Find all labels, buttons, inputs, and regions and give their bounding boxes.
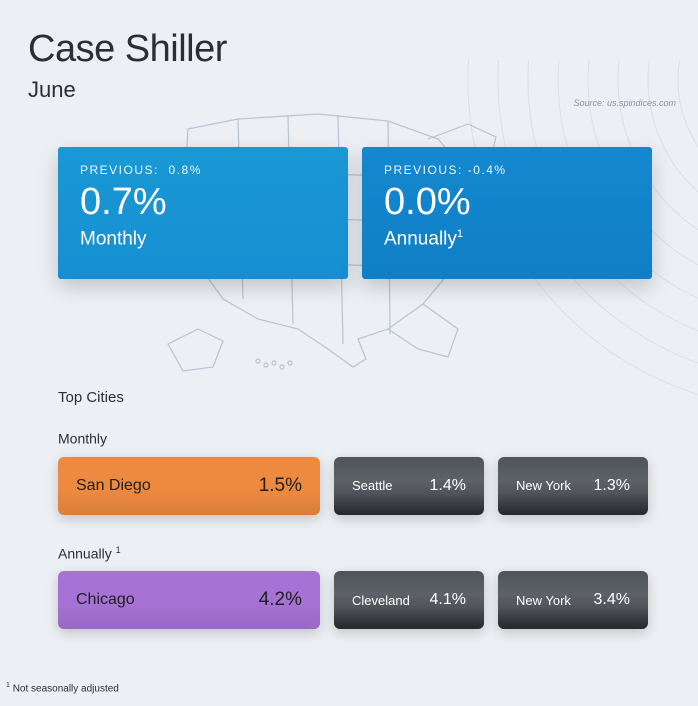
city-card-lead: Chicago 4.2% bbox=[58, 571, 320, 629]
city-value: 1.5% bbox=[259, 475, 302, 497]
city-name: Cleveland bbox=[352, 593, 410, 608]
city-value: 4.2% bbox=[259, 589, 302, 611]
city-card: Cleveland 4.1% bbox=[334, 571, 484, 629]
city-card: New York 1.3% bbox=[498, 457, 648, 515]
city-value: 1.4% bbox=[430, 477, 466, 495]
hero-previous-label: PREVIOUS: -0.4% bbox=[384, 163, 630, 177]
city-name: New York bbox=[516, 478, 571, 493]
city-name: New York bbox=[516, 593, 571, 608]
row-label-monthly: Monthly bbox=[58, 430, 668, 447]
hero-value: 0.7% bbox=[80, 181, 326, 224]
footnote: 1 Not seasonally adjusted bbox=[6, 682, 119, 694]
city-row-annually: Chicago 4.2% Cleveland 4.1% New York 3.4… bbox=[58, 571, 668, 629]
hero-label: Monthly bbox=[80, 228, 326, 250]
source-label: Source: us.spindices.com bbox=[573, 98, 676, 108]
city-value: 4.1% bbox=[430, 591, 466, 609]
hero-card-annually: PREVIOUS: -0.4% 0.0% Annually1 bbox=[362, 147, 652, 279]
hero-section: PREVIOUS: 0.8% 0.7% Monthly PREVIOUS: -0… bbox=[28, 121, 668, 381]
hero-card-monthly: PREVIOUS: 0.8% 0.7% Monthly bbox=[58, 147, 348, 279]
city-value: 1.3% bbox=[594, 477, 630, 495]
city-name: Seattle bbox=[352, 478, 392, 493]
page-title: Case Shiller bbox=[28, 28, 698, 71]
city-row-monthly: San Diego 1.5% Seattle 1.4% New York 1.3… bbox=[58, 457, 668, 515]
city-card: Seattle 1.4% bbox=[334, 457, 484, 515]
city-name: Chicago bbox=[76, 591, 135, 609]
city-card-lead: San Diego 1.5% bbox=[58, 457, 320, 515]
hero-label: Annually1 bbox=[384, 228, 630, 250]
hero-value: 0.0% bbox=[384, 181, 630, 224]
row-label-annually: Annually 1 bbox=[58, 545, 668, 562]
city-card: New York 3.4% bbox=[498, 571, 648, 629]
hero-previous-label: PREVIOUS: 0.8% bbox=[80, 163, 326, 177]
city-value: 3.4% bbox=[594, 591, 630, 609]
top-cities-section: Top Cities Monthly San Diego 1.5% Seattl… bbox=[58, 389, 668, 629]
city-name: San Diego bbox=[76, 477, 151, 495]
